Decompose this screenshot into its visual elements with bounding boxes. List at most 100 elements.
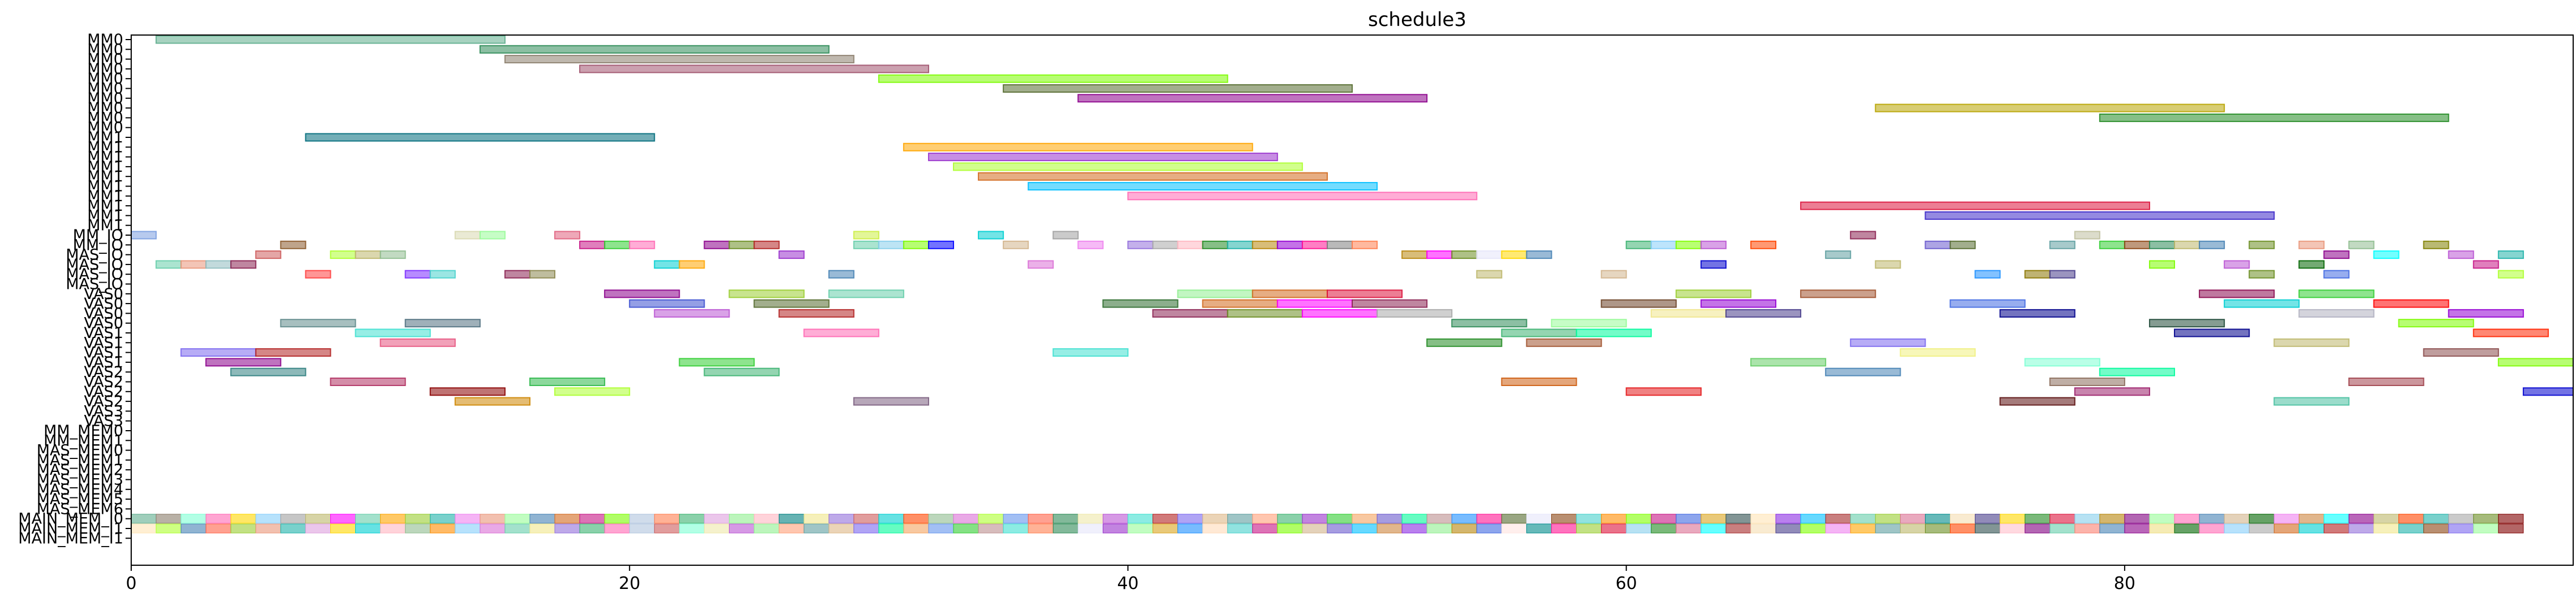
task-bar bbox=[1700, 299, 1777, 308]
memory-block bbox=[829, 523, 855, 534]
memory-block bbox=[728, 523, 755, 534]
task-bar bbox=[355, 250, 381, 259]
task-bar bbox=[1052, 231, 1079, 240]
task-bar bbox=[1650, 309, 1727, 318]
memory-block bbox=[2074, 514, 2100, 524]
task-bar bbox=[2473, 328, 2549, 337]
memory-block bbox=[1476, 523, 1502, 534]
task-bar bbox=[1276, 240, 1303, 249]
task-bar bbox=[479, 45, 830, 54]
task-bar bbox=[429, 270, 456, 279]
task-bar bbox=[2298, 289, 2375, 298]
memory-block bbox=[205, 514, 231, 524]
task-bar bbox=[828, 270, 855, 279]
memory-block bbox=[180, 514, 206, 524]
task-bars bbox=[131, 35, 2574, 406]
task-bar bbox=[1650, 240, 1677, 249]
y-tick-label: MM1 bbox=[87, 188, 123, 205]
memory-block bbox=[355, 514, 381, 524]
task-bar bbox=[2273, 397, 2350, 406]
task-bar bbox=[2497, 358, 2574, 367]
task-bar bbox=[878, 74, 1228, 83]
memory-block bbox=[2298, 514, 2324, 524]
y-tick-label: MM_IO bbox=[73, 236, 123, 254]
task-bar bbox=[629, 240, 655, 249]
task-bar bbox=[803, 328, 879, 337]
task-bar bbox=[2074, 387, 2150, 396]
memory-block bbox=[1949, 523, 1976, 534]
task-bar bbox=[1600, 270, 1627, 279]
task-bar bbox=[2249, 270, 2275, 279]
y-tick-label: VAS1 bbox=[84, 354, 123, 371]
task-bar bbox=[2099, 240, 2125, 249]
task-bar bbox=[330, 250, 356, 259]
memory-block bbox=[280, 523, 306, 534]
y-tick-label: MM1 bbox=[87, 158, 123, 176]
y-tick-label: VAS2 bbox=[84, 393, 123, 410]
task-bar bbox=[1077, 94, 1428, 103]
task-bar bbox=[305, 133, 655, 142]
task-bar bbox=[355, 328, 431, 337]
memory-block bbox=[1725, 514, 1751, 524]
task-bar bbox=[1003, 240, 1029, 249]
memory-block bbox=[1227, 523, 1253, 534]
memory-block bbox=[1576, 523, 1602, 534]
memory-block bbox=[1277, 523, 1303, 534]
task-bar bbox=[1900, 348, 1976, 357]
memory-block bbox=[529, 514, 555, 524]
task-bar bbox=[1700, 240, 1727, 249]
memory-block bbox=[1501, 523, 1527, 534]
y-tick-label: MM_MEM0 bbox=[44, 422, 123, 440]
memory-block bbox=[180, 523, 206, 534]
memory-block bbox=[305, 514, 331, 524]
y-tick-label: MM1 bbox=[87, 168, 123, 185]
memory-block bbox=[1177, 523, 1203, 534]
memory-block bbox=[1377, 523, 1403, 534]
task-bar bbox=[1576, 328, 1652, 337]
memory-block bbox=[430, 514, 456, 524]
task-bar bbox=[205, 260, 232, 269]
memory-block bbox=[1551, 514, 1577, 524]
task-bar bbox=[2024, 270, 2051, 279]
memory-block bbox=[754, 523, 780, 534]
memory-block bbox=[131, 514, 157, 524]
y-tick-label: MM_MEM1 bbox=[44, 432, 123, 449]
memory-block bbox=[1077, 514, 1103, 524]
memory-block bbox=[2199, 523, 2225, 534]
memory-block bbox=[679, 514, 705, 524]
memory-block bbox=[2498, 523, 2524, 534]
memory-block bbox=[131, 523, 157, 534]
task-bar bbox=[1925, 211, 2275, 220]
memory-block bbox=[405, 514, 431, 524]
memory-block bbox=[380, 514, 406, 524]
memory-block bbox=[1352, 514, 1378, 524]
task-bar bbox=[1352, 299, 1428, 308]
memory-block bbox=[504, 514, 530, 524]
memory-block bbox=[380, 523, 406, 534]
y-tick-label: VAS3 bbox=[84, 413, 123, 430]
task-bar bbox=[903, 240, 929, 249]
task-bar bbox=[1725, 309, 1802, 318]
memory-block bbox=[2398, 523, 2424, 534]
memory-block bbox=[2000, 514, 2026, 524]
memory-block bbox=[1800, 514, 1826, 524]
y-tick-label: MAS_MEM5 bbox=[37, 491, 123, 508]
task-bar bbox=[1177, 240, 1203, 249]
task-bar bbox=[1974, 270, 2001, 279]
task-bar bbox=[1949, 240, 1976, 249]
task-bar bbox=[1850, 231, 1876, 240]
task-bar bbox=[529, 270, 556, 279]
memory-block bbox=[430, 523, 456, 534]
task-bar bbox=[1850, 338, 1926, 347]
x-tick-label: 80 bbox=[2114, 574, 2135, 593]
memory-block bbox=[2323, 514, 2349, 524]
x-tick-label: 40 bbox=[1117, 574, 1138, 593]
task-bar bbox=[255, 250, 282, 259]
memory-block bbox=[2398, 514, 2424, 524]
task-bar bbox=[479, 231, 506, 240]
task-bar bbox=[2298, 309, 2375, 318]
memory-block bbox=[928, 523, 954, 534]
memory-block bbox=[1052, 523, 1078, 534]
y-tick-label: VAS0 bbox=[84, 315, 123, 332]
memory-block bbox=[2249, 514, 2275, 524]
